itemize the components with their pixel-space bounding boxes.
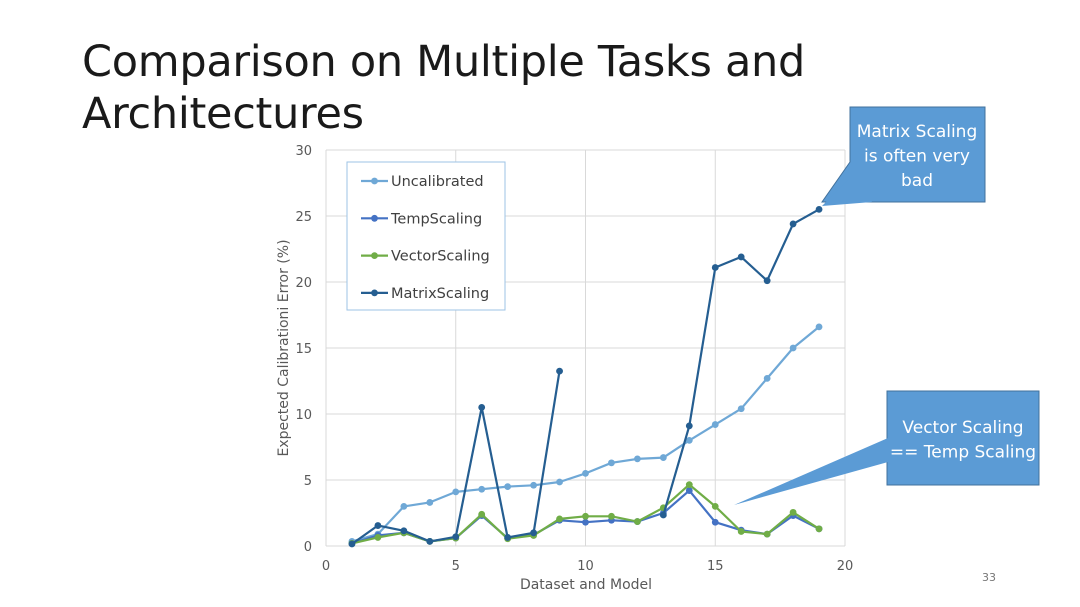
axis-ticks: 0 5 10 15 20 25 30 0 5 10 15 20 [295, 144, 853, 574]
slide-title: Comparison on Multiple Tasks and Archite… [82, 37, 805, 139]
data-point-vectorscaling [374, 534, 382, 541]
legend-label-vectorscaling: VectorScaling [391, 249, 490, 265]
data-point-vectorscaling [582, 512, 589, 520]
callout-vector-text: Vector Scaling [902, 418, 1023, 438]
data-point-uncalibrated [582, 470, 589, 477]
data-point-matrixscaling [685, 422, 693, 430]
legend-label-tempscaling: TempScaling [390, 211, 482, 227]
callout-matrix-text: is often very [864, 147, 970, 167]
legend-marker-vectorscaling [371, 252, 378, 259]
data-point-uncalibrated [763, 374, 771, 382]
data-point-matrixscaling [400, 527, 408, 535]
data-point-matrixscaling [348, 540, 356, 548]
data-point-uncalibrated [530, 481, 537, 489]
data-point-vectorscaling [634, 518, 641, 525]
callout-vector-text: == Temp Scaling [890, 443, 1036, 463]
y-tick-label: 5 [304, 474, 312, 489]
data-point-matrixscaling [374, 522, 382, 529]
data-point-tempscaling [711, 518, 719, 526]
x-tick-label: 5 [452, 559, 460, 574]
data-point-uncalibrated [608, 459, 615, 467]
callout-matrix-text: Matrix Scaling [857, 122, 978, 142]
legend-label-uncalibrated: Uncalibrated [391, 174, 484, 190]
x-tick-label: 0 [322, 559, 330, 574]
callout-vector-scaling: Vector Scaling == Temp Scaling [734, 390, 1040, 505]
data-point-matrixscaling [478, 404, 486, 411]
data-point-uncalibrated [815, 323, 823, 331]
data-point-uncalibrated [685, 437, 693, 444]
legend-marker-matrixscaling [371, 289, 378, 297]
data-point-vectorscaling [608, 512, 615, 520]
x-tick-label: 20 [837, 559, 854, 574]
data-point-vectorscaling [789, 508, 797, 516]
callout-matrix-text: bad [901, 171, 933, 191]
data-point-uncalibrated [504, 483, 512, 490]
y-tick-label: 30 [295, 144, 312, 159]
callouts: Matrix Scaling is often very bad Vector Sca… [734, 106, 1040, 505]
series-matrixscaling [348, 206, 823, 548]
legend: Uncalibrated TempScaling VectorScaling Matr… [346, 161, 506, 311]
data-point-matrixscaling [452, 533, 460, 541]
data-point-matrixscaling [763, 277, 771, 285]
data-point-matrixscaling [711, 264, 719, 271]
data-point-uncalibrated [426, 499, 434, 506]
data-point-matrixscaling [504, 534, 512, 541]
data-point-uncalibrated [789, 344, 797, 352]
y-axis-label: Expected Calibrationi Error (%) [276, 239, 292, 456]
legend-box [346, 161, 506, 311]
data-point-uncalibrated [659, 454, 667, 461]
data-point-uncalibrated [711, 421, 719, 428]
y-tick-label: 20 [295, 276, 312, 291]
data-point-uncalibrated [737, 405, 745, 413]
x-tick-label: 10 [577, 559, 594, 574]
callout-vector-pointer [734, 438, 888, 505]
data-point-vectorscaling [815, 525, 823, 533]
data-point-tempscaling [582, 518, 589, 526]
data-point-uncalibrated [452, 488, 460, 496]
data-point-matrixscaling [426, 537, 434, 545]
data-point-matrixscaling [737, 253, 745, 261]
data-point-vectorscaling [478, 510, 486, 518]
data-point-matrixscaling [815, 206, 823, 213]
legend-marker-uncalibrated [371, 177, 378, 185]
data-point-matrixscaling [789, 220, 797, 228]
callout-vector-box [886, 390, 1040, 486]
y-tick-label: 0 [304, 540, 312, 555]
callout-matrix-scaling: Matrix Scaling is often very bad [821, 106, 986, 206]
data-point-vectorscaling [556, 515, 563, 523]
series-uncalibrated [348, 323, 823, 545]
data-point-vectorscaling [711, 503, 719, 510]
legend-marker-tempscaling [371, 214, 378, 222]
data-point-vectorscaling [685, 481, 693, 489]
data-point-uncalibrated [478, 485, 486, 493]
x-axis-label: Dataset and Model [520, 577, 652, 593]
page-number: 33 [982, 571, 996, 584]
data-point-vectorscaling [763, 530, 771, 538]
data-point-tempscaling [685, 487, 693, 494]
legend-label-matrixscaling: MatrixScaling [391, 286, 489, 302]
data-point-matrixscaling [530, 529, 537, 537]
data-point-vectorscaling [737, 528, 745, 535]
y-tick-label: 15 [295, 342, 312, 357]
series [348, 206, 823, 548]
data-point-matrixscaling [556, 367, 563, 375]
callout-matrix-pointer [822, 178, 872, 206]
data-point-uncalibrated [556, 478, 563, 486]
data-point-matrixscaling [659, 511, 667, 519]
data-point-uncalibrated [400, 503, 408, 510]
x-tick-label: 15 [707, 559, 724, 574]
data-point-uncalibrated [634, 455, 641, 463]
y-tick-label: 10 [295, 408, 312, 423]
y-tick-label: 25 [295, 210, 312, 225]
